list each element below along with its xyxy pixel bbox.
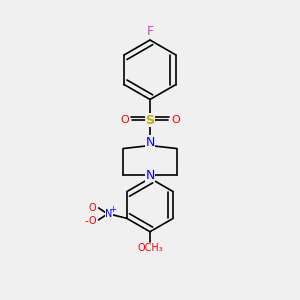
Text: O: O [89,203,97,213]
Text: O: O [171,115,180,125]
Text: N: N [105,209,113,219]
Text: N: N [145,136,155,149]
Text: +: + [110,205,116,214]
Text: -: - [85,216,89,226]
Text: N: N [145,169,155,182]
Text: O: O [89,216,97,226]
Text: O: O [120,115,129,125]
Text: OCH₃: OCH₃ [137,243,163,253]
Text: F: F [146,25,154,38]
Text: S: S [146,114,154,127]
